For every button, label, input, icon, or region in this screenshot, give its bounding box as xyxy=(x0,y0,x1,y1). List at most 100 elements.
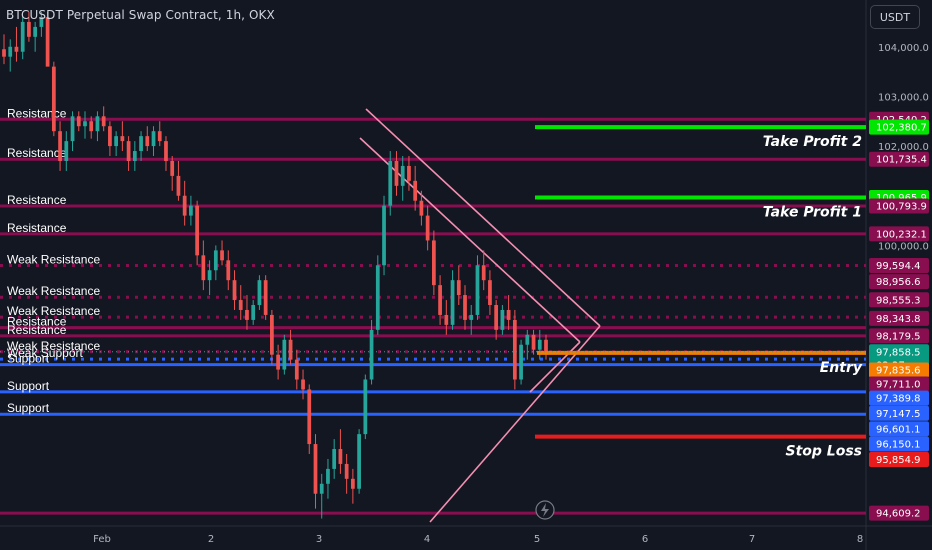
candle-body xyxy=(226,260,231,281)
candle-body xyxy=(276,354,280,370)
triangle-pattern-line xyxy=(359,137,581,343)
price-tag xyxy=(869,405,929,421)
candle-body xyxy=(108,126,112,147)
candle-body xyxy=(157,131,162,142)
price-tag xyxy=(869,451,929,467)
price-tag xyxy=(869,310,929,326)
stop-loss-label: Stop Loss xyxy=(786,444,863,460)
candle-body xyxy=(326,468,330,484)
y-tick-label: 103,000.0 xyxy=(878,92,929,103)
price-tag-label: 98,956.6 xyxy=(876,277,921,288)
candle-body xyxy=(438,285,442,315)
price-tag xyxy=(869,292,929,308)
candle-body xyxy=(195,205,199,256)
triangle-pattern-line xyxy=(429,325,601,523)
level-label: Resistance xyxy=(7,315,67,329)
candle-body xyxy=(139,136,143,152)
candle-body xyxy=(419,200,424,216)
candle-body xyxy=(170,160,175,176)
price-tag-label: 97,147.5 xyxy=(876,409,921,420)
price-tag xyxy=(869,198,929,214)
candle-body xyxy=(537,339,542,350)
candle-body xyxy=(463,295,467,320)
lightning-icon-glyph xyxy=(541,503,549,517)
price-tag-label: 97,858.5 xyxy=(876,347,921,358)
x-tick-label: Feb xyxy=(93,534,111,545)
candle-body xyxy=(494,305,499,330)
candle-body xyxy=(351,478,355,489)
candle-body xyxy=(238,300,243,310)
level-label: Resistance xyxy=(7,146,67,160)
currency-selector[interactable]: USDT xyxy=(870,5,920,29)
level-label: Resistance xyxy=(7,221,67,235)
candle-body xyxy=(413,180,418,201)
candle-body xyxy=(294,359,299,380)
take-profit-label: Take Profit 2 xyxy=(763,134,862,150)
candle-body xyxy=(313,444,318,494)
price-tag-label: 98,179.5 xyxy=(876,331,921,342)
price-tag-label: 100,232.1 xyxy=(876,229,927,240)
candle-body xyxy=(132,151,137,161)
price-tag xyxy=(869,151,929,167)
candle-body xyxy=(500,309,505,330)
candle-body xyxy=(344,463,349,479)
take-profit-label: Take Profit 1 xyxy=(763,204,862,220)
candle-body xyxy=(431,240,436,286)
candle-body xyxy=(512,319,517,380)
candle-body xyxy=(33,26,38,37)
candle-body xyxy=(120,136,125,142)
level-label: Weak Resistance xyxy=(7,304,100,318)
price-tag xyxy=(869,505,929,521)
candle-body xyxy=(525,334,530,345)
x-tick-label: 6 xyxy=(642,534,648,545)
price-tag-label: 98,343.8 xyxy=(876,314,921,325)
triangle-pattern-line xyxy=(365,108,601,327)
candle-body xyxy=(8,46,13,57)
price-tag-label: 94,609.2 xyxy=(876,509,921,520)
candle-body xyxy=(469,314,474,320)
candle-body xyxy=(270,314,274,355)
candle-body xyxy=(282,339,287,370)
price-tag xyxy=(869,226,929,242)
candle-body xyxy=(388,160,393,206)
candle-body xyxy=(176,175,181,196)
price-tag xyxy=(869,328,929,344)
level-label: Resistance xyxy=(7,106,67,120)
candle-body xyxy=(64,141,69,161)
candle-body xyxy=(95,116,100,132)
x-tick-label: 2 xyxy=(208,534,214,545)
candle-body xyxy=(263,280,268,315)
price-tag xyxy=(869,421,929,437)
candle-body xyxy=(213,250,218,271)
candle-body xyxy=(2,49,6,57)
candle-body xyxy=(425,215,430,241)
candle-body xyxy=(189,205,193,216)
candle-body xyxy=(481,265,486,281)
candle-body xyxy=(307,389,312,445)
price-tag xyxy=(869,390,929,406)
x-tick-label: 5 xyxy=(534,534,540,545)
level-label: Resistance xyxy=(7,323,67,337)
price-tag xyxy=(869,436,929,452)
level-label: Weak Resistance xyxy=(7,339,100,353)
y-tick-label: 104,000.0 xyxy=(878,43,929,54)
level-label: Weak Resistance xyxy=(7,284,100,298)
x-tick-label: 7 xyxy=(749,534,755,545)
candle-body xyxy=(375,265,380,330)
price-tag xyxy=(869,258,929,274)
candle-body xyxy=(475,265,480,315)
candle-body xyxy=(27,21,31,37)
candle-body xyxy=(301,379,305,390)
candle-body xyxy=(220,250,224,261)
candle-body xyxy=(89,121,94,132)
candle-body xyxy=(151,131,156,147)
level-label: Support xyxy=(7,401,50,415)
candle-body xyxy=(70,116,75,142)
candle-body xyxy=(126,141,131,161)
candle-body xyxy=(531,334,536,350)
price-tag-label: 96,601.1 xyxy=(876,424,921,435)
price-tag-label: 95,854.9 xyxy=(876,455,921,466)
candle-body xyxy=(394,160,399,186)
candle-body xyxy=(164,141,168,161)
